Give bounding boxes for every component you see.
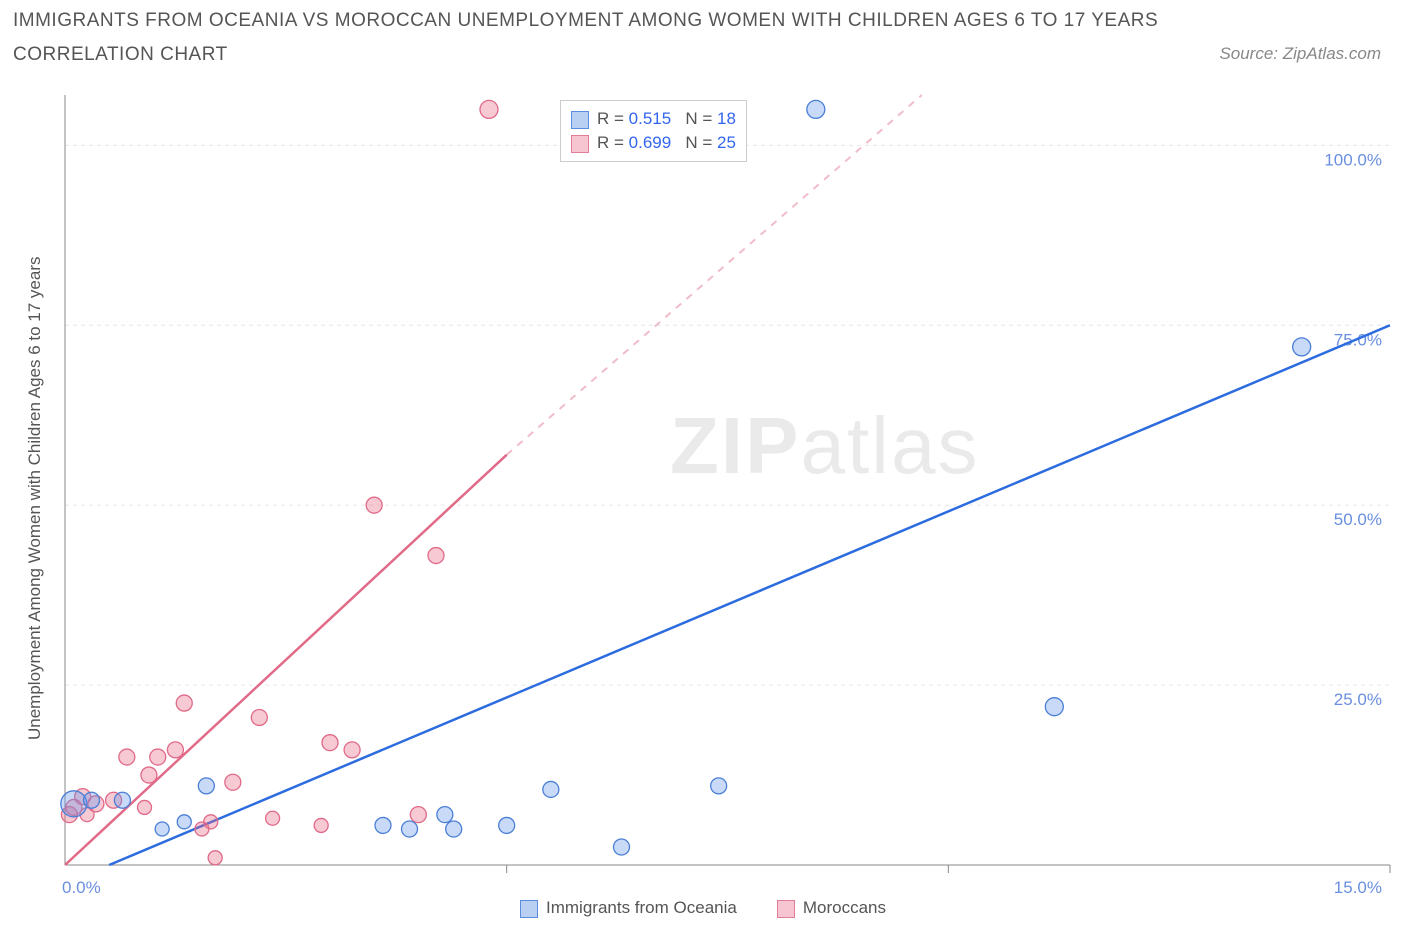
- point-oceania: [198, 778, 214, 794]
- point-moroccan: [150, 749, 166, 765]
- point-moroccan: [176, 695, 192, 711]
- source-label: Source: ZipAtlas.com: [1219, 44, 1381, 64]
- point-moroccan: [225, 774, 241, 790]
- point-moroccan: [141, 767, 157, 783]
- point-oceania: [711, 778, 727, 794]
- point-moroccan: [410, 807, 426, 823]
- y-axis-label: Unemployment Among Women with Children A…: [25, 257, 45, 741]
- legend-item: Moroccans: [777, 898, 886, 917]
- point-oceania: [177, 815, 191, 829]
- point-oceania: [614, 839, 630, 855]
- point-moroccan: [344, 742, 360, 758]
- legend-row: R = 0.515 N = 18: [571, 107, 736, 131]
- point-moroccan: [138, 800, 152, 814]
- point-oceania: [543, 781, 559, 797]
- legend-item: Immigrants from Oceania: [520, 898, 737, 917]
- legend-swatch-oceania: [520, 900, 538, 918]
- x-tick-label: 15.0%: [1334, 878, 1382, 897]
- point-oceania: [437, 807, 453, 823]
- legend-swatch-moroccan: [777, 900, 795, 918]
- point-oceania: [402, 821, 418, 837]
- point-oceania: [1293, 338, 1311, 356]
- legend-swatch-oceania: [571, 111, 589, 129]
- source-prefix: Source:: [1219, 44, 1282, 63]
- legend-swatch-moroccan: [571, 135, 589, 153]
- point-oceania: [84, 792, 100, 808]
- point-moroccan: [322, 735, 338, 751]
- point-oceania: [1045, 698, 1063, 716]
- correlation-legend: R = 0.515 N = 18R = 0.699 N = 25: [560, 100, 747, 162]
- chart-title-line2: CORRELATION CHART: [13, 44, 228, 66]
- watermark-zip: ZIP: [670, 401, 800, 490]
- point-moroccan: [428, 548, 444, 564]
- point-oceania: [807, 100, 825, 118]
- y-tick-label: 25.0%: [1334, 690, 1382, 709]
- y-tick-label: 50.0%: [1334, 510, 1382, 529]
- y-tick-label: 100.0%: [1324, 150, 1382, 169]
- point-oceania: [61, 791, 87, 817]
- x-origin-label: 0.0%: [62, 878, 101, 897]
- legend-label: Immigrants from Oceania: [546, 898, 737, 917]
- chart-title-line1: IMMIGRANTS FROM OCEANIA VS MOROCCAN UNEM…: [13, 10, 1158, 32]
- point-oceania: [375, 817, 391, 833]
- point-moroccan: [266, 811, 280, 825]
- trendline-moroccan: [65, 455, 507, 865]
- point-oceania: [114, 792, 130, 808]
- point-moroccan: [314, 818, 328, 832]
- watermark: ZIPatlas: [670, 400, 979, 492]
- source-name: ZipAtlas.com: [1283, 44, 1381, 63]
- legend-label: Moroccans: [803, 898, 886, 917]
- point-oceania: [499, 817, 515, 833]
- watermark-atlas: atlas: [800, 401, 979, 490]
- series-legend: Immigrants from Oceania Moroccans: [520, 898, 926, 918]
- point-oceania: [155, 822, 169, 836]
- point-moroccan: [480, 100, 498, 118]
- point-moroccan: [366, 497, 382, 513]
- point-moroccan: [167, 742, 183, 758]
- legend-row: R = 0.699 N = 25: [571, 131, 736, 155]
- point-moroccan: [251, 709, 267, 725]
- point-moroccan: [119, 749, 135, 765]
- point-moroccan: [204, 815, 218, 829]
- point-moroccan: [208, 851, 222, 865]
- point-oceania: [446, 821, 462, 837]
